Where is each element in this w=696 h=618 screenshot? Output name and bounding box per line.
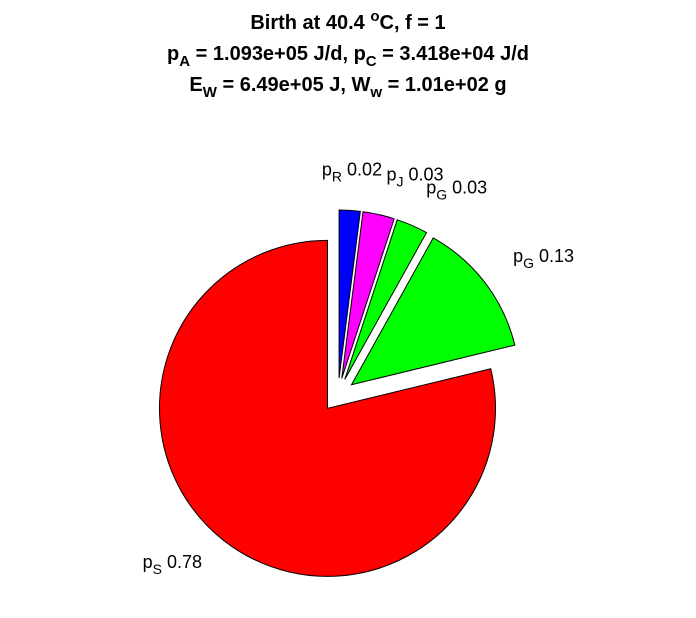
pa-value: = 1.093e+05 J/d, [190,43,354,65]
degree-superscript: o [370,8,380,25]
ww-symbol: W [351,74,371,96]
pie-slice-pj-1 [341,211,395,379]
slice-label-2: pG 0.03 [426,178,487,203]
pa-subscript: A [179,53,191,70]
slice-label-4: pS 0.78 [143,552,202,577]
ww-subscript: w [370,84,383,101]
slice-label-0: pR 0.02 [322,159,382,184]
slice-label-1: pJ 0.03 [387,164,444,189]
pie-slice-pr-0 [338,209,361,379]
ew-value: = 6.49e+05 J, [216,74,352,96]
title-line-1-suffix: C, f = 1 [379,12,446,34]
title-line-2: pA = 1.093e+05 J/d, pC = 3.418e+04 J/d [0,39,696,70]
pc-subscript: C [365,53,377,70]
chart-title: Birth at 40.4 oC, f = 1 pA = 1.093e+05 J… [0,8,696,101]
pie-slice-ps-4 [159,239,496,577]
pie-slice-pg-3 [350,237,516,386]
pie-slice-pg-2 [344,219,428,380]
pa-symbol: p [167,43,180,65]
pc-value: = 3.418e+04 J/d [376,43,529,65]
ew-subscript: W [202,84,217,101]
ew-symbol: E [189,74,203,96]
title-line-1: Birth at 40.4 oC, f = 1 [0,8,696,39]
title-line-3: EW = 6.49e+05 J, Ww = 1.01e+02 g [0,70,696,101]
pie-slices [159,209,516,577]
pc-symbol: p [353,43,366,65]
slice-label-3: pG 0.13 [513,246,574,271]
ww-value: = 1.01e+02 g [382,74,507,96]
title-line-1-text: Birth at 40.4 [250,12,371,34]
